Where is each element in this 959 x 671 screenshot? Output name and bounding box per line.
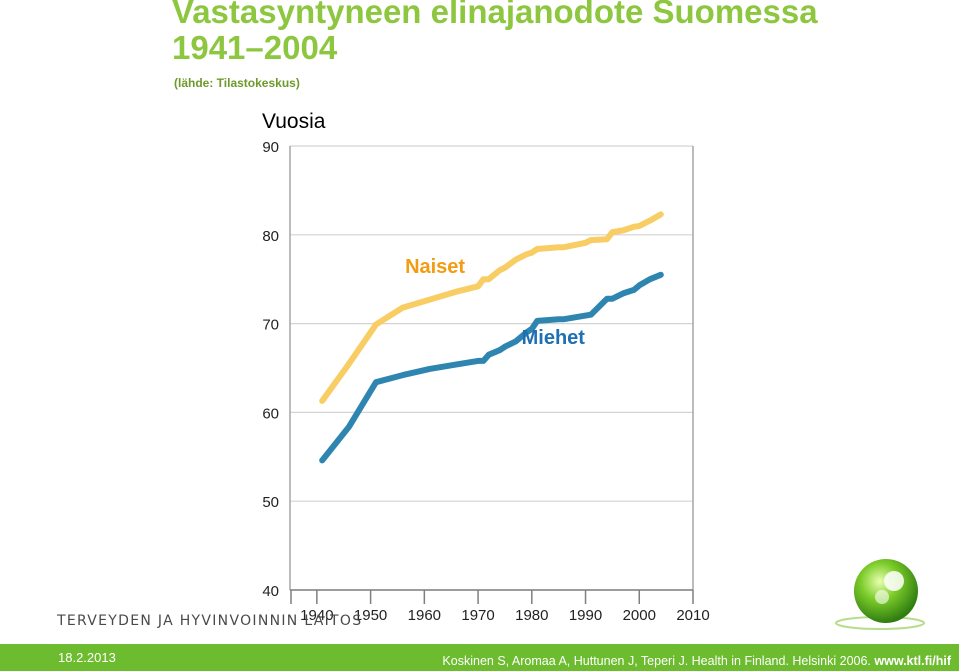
source-note: (lähde: Tilastokeskus) bbox=[174, 76, 300, 90]
footer-reference: Koskinen S, Aromaa A, Huttunen J, Teperi… bbox=[442, 654, 951, 668]
y-tick-label: 90 bbox=[262, 139, 279, 156]
reference-text: Koskinen S, Aromaa A, Huttunen J, Teperi… bbox=[442, 654, 875, 668]
x-tick-label: 1960 bbox=[408, 607, 441, 624]
footer-date: 18.2.2013 bbox=[58, 650, 116, 665]
series-line-miehet bbox=[319, 271, 664, 464]
life-expectancy-chart: Vuosia 40 50 60 70 80 90 1940 1950 1960 1970 1980 1… bbox=[262, 110, 710, 624]
x-tick-label: 1970 bbox=[461, 607, 494, 624]
x-tick-label: 1980 bbox=[515, 607, 548, 624]
footer-url[interactable]: www.ktl.fi/hif bbox=[874, 654, 951, 668]
y-axis-label: Vuosia bbox=[262, 110, 326, 133]
series-line-naiset bbox=[319, 211, 664, 404]
x-tick-label: 1950 bbox=[354, 607, 387, 624]
y-tick-label: 70 bbox=[262, 317, 279, 334]
x-tick-label: 1940 bbox=[300, 607, 333, 624]
globe-logo-icon bbox=[835, 559, 925, 630]
slide-title: Vastasyntyneen elinajanodote Suomessa 19… bbox=[172, 0, 818, 66]
series-label-naiset: Naiset bbox=[405, 256, 465, 278]
y-tick-label: 40 bbox=[262, 583, 279, 600]
y-tick-label: 50 bbox=[262, 494, 279, 511]
x-tick-label: 2000 bbox=[623, 607, 656, 624]
footer-bar: 18.2.2013 Koskinen S, Aromaa A, Huttunen… bbox=[0, 644, 959, 671]
x-tick-label: 1990 bbox=[569, 607, 602, 624]
y-tick-label: 60 bbox=[262, 405, 279, 422]
organization-name: TERVEYDEN JA HYVINVOINNIN LAITOS bbox=[57, 613, 363, 629]
y-tick-label: 80 bbox=[262, 228, 279, 245]
x-tick-label: 2010 bbox=[676, 607, 709, 624]
series-label-miehet: Miehet bbox=[522, 327, 586, 349]
